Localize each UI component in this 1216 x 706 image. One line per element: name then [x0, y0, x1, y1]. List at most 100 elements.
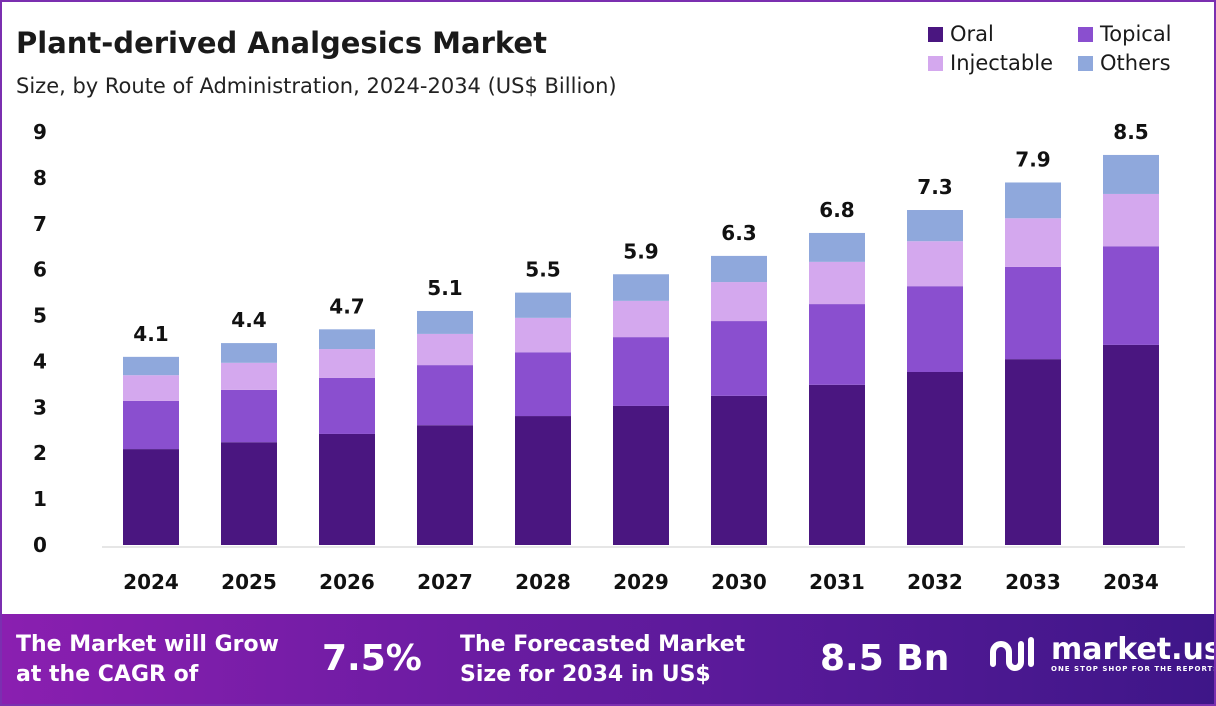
bar-segment-topical-2025 — [221, 389, 277, 443]
y-tick-label: 5 — [33, 304, 47, 328]
bar-segment-oral-2033 — [1005, 359, 1061, 545]
legend-swatch — [1078, 55, 1093, 71]
y-tick-label: 6 — [33, 258, 47, 282]
bar-segment-others-2026 — [319, 329, 375, 350]
bar-segment-others-2027 — [417, 310, 473, 334]
bar-segment-topical-2024 — [123, 400, 179, 450]
bar-segment-injectable-2034 — [1103, 193, 1159, 247]
y-tick-label: 0 — [33, 533, 47, 557]
chart-subtitle: Size, by Route of Administration, 2024-2… — [16, 74, 617, 98]
bar-segment-oral-2029 — [613, 405, 669, 545]
total-data-label: 5.9 — [623, 239, 658, 263]
bar-segment-oral-2025 — [221, 442, 277, 545]
bar-segment-topical-2027 — [417, 365, 473, 426]
bar-segment-topical-2030 — [711, 321, 767, 396]
legend-label: Injectable — [950, 51, 1053, 75]
bar-segment-injectable-2031 — [809, 261, 865, 305]
forecast-value: 8.5 Bn — [820, 638, 950, 679]
x-tick-label: 2031 — [809, 570, 865, 594]
y-tick-label: 7 — [33, 212, 47, 236]
x-tick-label: 2024 — [123, 570, 179, 594]
chart-title: Plant-derived Analgesics Market — [16, 26, 547, 60]
bar-segment-injectable-2028 — [515, 317, 571, 353]
legend-swatch — [1078, 26, 1093, 42]
bar-segment-others-2030 — [711, 255, 767, 283]
x-tick-label: 2028 — [515, 570, 571, 594]
x-tick-label: 2025 — [221, 570, 277, 594]
y-tick-label: 9 — [33, 120, 47, 144]
total-data-label: 7.9 — [1015, 147, 1050, 171]
bar-segment-topical-2029 — [613, 337, 669, 406]
x-tick-label: 2027 — [417, 570, 473, 594]
bar-segment-injectable-2033 — [1005, 218, 1061, 267]
legend-label: Oral — [950, 22, 994, 46]
y-tick-label: 4 — [33, 349, 47, 373]
legend-item-injectable: Injectable — [928, 51, 1078, 75]
bar-segment-injectable-2024 — [123, 375, 179, 401]
bar-segment-oral-2026 — [319, 433, 375, 545]
bar-segment-injectable-2029 — [613, 300, 669, 338]
bar-segment-oral-2034 — [1103, 344, 1159, 545]
legend-label: Others — [1100, 51, 1171, 75]
market-us-logo: market.us ONE STOP SHOP FOR THE REPORTS — [987, 632, 1216, 674]
bar-segment-injectable-2032 — [907, 241, 963, 287]
x-tick-label: 2032 — [907, 570, 963, 594]
logo-name: market.us — [1051, 632, 1216, 667]
x-tick-label: 2034 — [1103, 570, 1159, 594]
legend-item-others: Others — [1078, 51, 1188, 75]
logo-icon — [990, 637, 1034, 671]
bar-segment-oral-2028 — [515, 416, 571, 545]
y-tick-label: 3 — [33, 395, 47, 419]
total-data-label: 7.3 — [917, 175, 952, 199]
total-data-label: 4.4 — [231, 308, 266, 332]
footer-banner: The Market will Grow at the CAGR of 7.5%… — [2, 614, 1216, 704]
y-tick-label: 1 — [33, 487, 47, 511]
bar-segment-topical-2026 — [319, 377, 375, 434]
x-tick-label: 2029 — [613, 570, 669, 594]
stacked-bar-chart: 0 1 2 3 4 5 6 7 8 9 4.1 2024 4.4 2025 4.7 2026 5.1 2027 5.… — [33, 120, 1185, 594]
legend-label: Topical — [1100, 22, 1172, 46]
forecast-label: The Forecasted Market Size for 2034 in U… — [460, 632, 746, 687]
logo-tagline: ONE STOP SHOP FOR THE REPORTS — [1051, 665, 1216, 673]
legend-item-topical: Topical — [1078, 22, 1188, 46]
y-tick-label: 2 — [33, 441, 47, 465]
total-data-label: 8.5 — [1113, 120, 1148, 144]
bar-segment-others-2034 — [1103, 154, 1159, 194]
total-data-label: 5.1 — [427, 276, 462, 300]
total-data-label: 4.1 — [133, 322, 168, 346]
bar-segment-others-2025 — [221, 343, 277, 363]
x-tick-label: 2033 — [1005, 570, 1061, 594]
bar-segment-others-2028 — [515, 292, 571, 318]
legend-swatch — [928, 55, 943, 71]
bar-segment-oral-2027 — [417, 425, 473, 545]
x-tick-label: 2026 — [319, 570, 375, 594]
bar-segment-oral-2032 — [907, 371, 963, 545]
cagr-label: The Market will Grow at the CAGR of — [16, 632, 279, 687]
total-data-label: 6.8 — [819, 198, 854, 222]
bar-segment-topical-2031 — [809, 304, 865, 385]
bar-segment-others-2024 — [123, 356, 179, 376]
bar-segment-topical-2028 — [515, 352, 571, 417]
legend: Oral Topical Injectable Others — [928, 22, 1188, 75]
bar-segment-injectable-2030 — [711, 282, 767, 322]
y-tick-label: 8 — [33, 166, 47, 190]
bar-segment-oral-2024 — [123, 449, 179, 545]
legend-item-oral: Oral — [928, 22, 1078, 46]
bar-segment-injectable-2026 — [319, 349, 375, 378]
bar-segment-injectable-2027 — [417, 333, 473, 366]
bar-segment-others-2029 — [613, 274, 669, 301]
bar-segment-injectable-2025 — [221, 362, 277, 390]
bar-segment-topical-2034 — [1103, 246, 1159, 345]
x-tick-label: 2030 — [711, 570, 767, 594]
total-data-label: 5.5 — [525, 258, 560, 282]
total-data-label: 4.7 — [329, 294, 364, 318]
bar-segment-others-2033 — [1005, 182, 1061, 219]
bar-segment-oral-2030 — [711, 395, 767, 545]
cagr-value: 7.5% — [322, 638, 422, 679]
total-data-label: 6.3 — [721, 221, 756, 245]
bar-segment-oral-2031 — [809, 384, 865, 545]
bar-segment-topical-2033 — [1005, 266, 1061, 360]
bar-segment-others-2031 — [809, 232, 865, 262]
legend-swatch — [928, 26, 943, 42]
